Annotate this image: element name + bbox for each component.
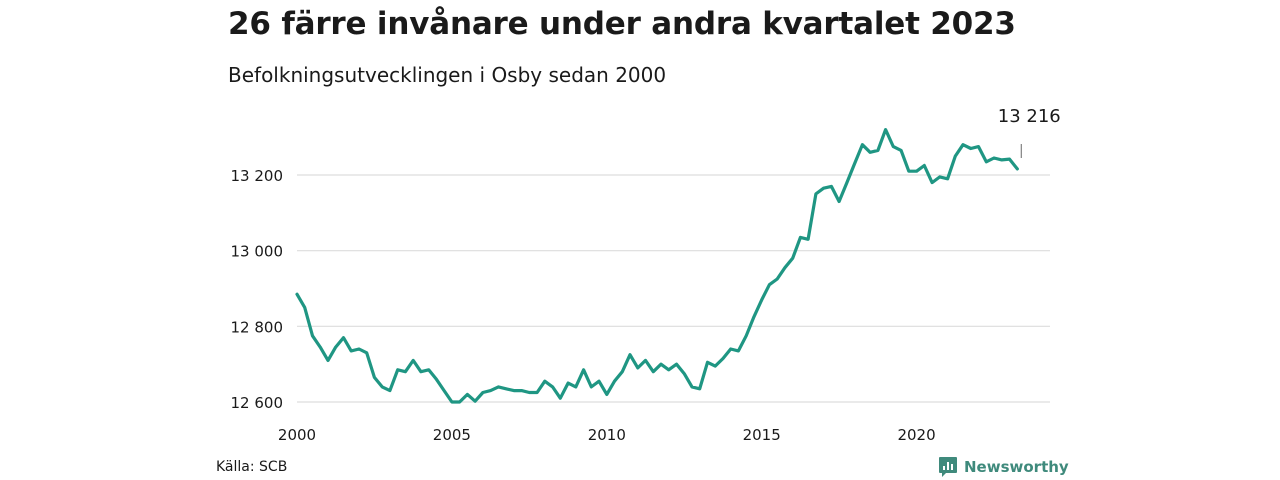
x-tick-label: 2020 bbox=[897, 426, 935, 444]
newsworthy-logo-icon bbox=[939, 457, 957, 477]
brand-logo[interactable]: Newsworthy bbox=[938, 456, 1069, 478]
y-tick-label: 13 200 bbox=[231, 167, 284, 185]
x-tick-label: 2010 bbox=[588, 426, 626, 444]
chart-title: 26 färre invånare under andra kvartalet … bbox=[228, 6, 1016, 42]
series-line bbox=[295, 128, 1019, 404]
end-annotation: 13 216 bbox=[998, 106, 1061, 158]
y-axis-ticks: 12 600 12 800 13 000 13 200 bbox=[231, 167, 284, 412]
y-tick-label: 12 800 bbox=[231, 318, 284, 336]
source-note: Källa: SCB bbox=[216, 459, 288, 475]
y-tick-label: 12 600 bbox=[231, 394, 284, 412]
chart-subtitle: Befolkningsutvecklingen i Osby sedan 200… bbox=[228, 63, 667, 87]
series-layer bbox=[295, 128, 1019, 404]
end-value-label: 13 216 bbox=[998, 106, 1061, 127]
x-tick-label: 2015 bbox=[743, 426, 781, 444]
x-tick-label: 2000 bbox=[278, 426, 316, 444]
gridlines bbox=[297, 174, 1050, 403]
x-axis-ticks: 2000 2005 2010 2015 2020 bbox=[278, 426, 936, 444]
x-tick-label: 2005 bbox=[433, 426, 471, 444]
brand-name: Newsworthy bbox=[964, 458, 1069, 476]
y-tick-label: 13 000 bbox=[231, 243, 284, 261]
